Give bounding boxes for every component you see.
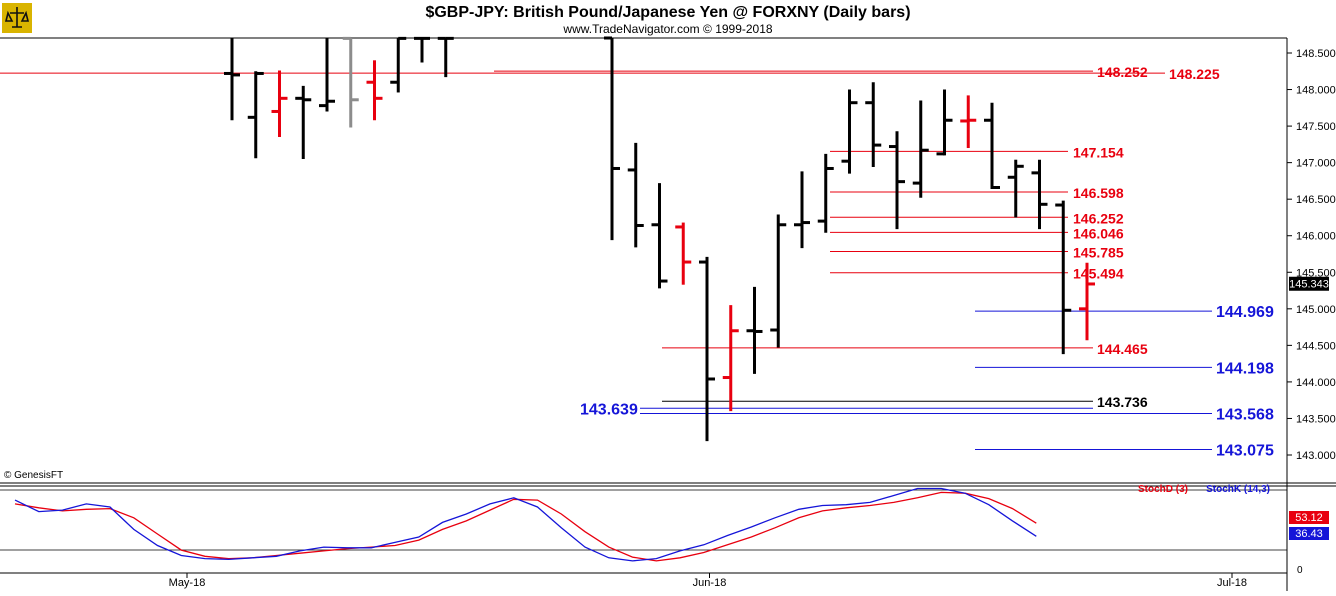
price-bars bbox=[224, 36, 1095, 442]
price-bar bbox=[722, 305, 739, 412]
price-tick-label: 146.500 bbox=[1296, 194, 1336, 206]
price-bar bbox=[699, 256, 715, 442]
copyright-label: © GenesisFT bbox=[4, 470, 63, 481]
price-bar bbox=[936, 89, 953, 156]
price-bar bbox=[746, 286, 763, 374]
level-label: 143.639 bbox=[580, 401, 638, 418]
price-bar bbox=[414, 36, 430, 63]
level-lines: 148.252 148.225 147.154 146.598 146.252146.0… bbox=[0, 64, 1274, 460]
price-bar bbox=[817, 153, 834, 233]
price-bar bbox=[651, 183, 668, 289]
price-tick-label: 147.500 bbox=[1296, 121, 1336, 133]
price-bar bbox=[889, 131, 905, 230]
stochk-last-value: 36.43 bbox=[1295, 528, 1323, 540]
price-bar bbox=[1055, 200, 1072, 355]
price-axis: 143.000 143.500 144.000 144.500 145.000 145.5… bbox=[1287, 48, 1336, 462]
level-label: 143.075 bbox=[1216, 443, 1274, 460]
price-bar bbox=[627, 142, 644, 248]
level-label: 147.154 bbox=[1073, 144, 1124, 160]
level-label: 143.736 bbox=[1097, 394, 1148, 410]
price-bar bbox=[984, 102, 1000, 189]
price-bar bbox=[271, 70, 288, 138]
price-tick-label: 144.500 bbox=[1296, 340, 1336, 352]
stochk-value-marker: 36.43 bbox=[1289, 527, 1329, 540]
price-tick-label: 143.000 bbox=[1296, 450, 1336, 462]
date-tick-label: Jun-18 bbox=[693, 577, 727, 589]
level-label: 145.494 bbox=[1073, 266, 1124, 282]
stochastic-panel bbox=[14, 487, 1037, 562]
price-tick-label: 148.500 bbox=[1296, 48, 1336, 60]
price-bar bbox=[604, 36, 620, 241]
price-bar bbox=[865, 82, 882, 168]
price-tick-label: 148.000 bbox=[1296, 85, 1336, 97]
legend-stochk: StochK (14,3) bbox=[1206, 484, 1270, 495]
level-label: 144.198 bbox=[1216, 360, 1274, 377]
price-bar bbox=[319, 38, 335, 112]
price-bar bbox=[437, 36, 454, 78]
stoch-series-line bbox=[14, 487, 1037, 562]
price-tick-label: 145.500 bbox=[1296, 267, 1336, 279]
level-label: 146.598 bbox=[1073, 185, 1124, 201]
price-bar bbox=[794, 171, 810, 249]
stochd-value-marker: 53.12 bbox=[1289, 511, 1329, 524]
last-price-label: 145.343 bbox=[1289, 279, 1329, 291]
price-tick-label: 147.000 bbox=[1296, 158, 1336, 170]
price-bar bbox=[1031, 159, 1048, 230]
date-tick-label: Jul-18 bbox=[1217, 577, 1247, 589]
trade-navigator-logo-icon bbox=[2, 3, 32, 33]
level-label: 145.785 bbox=[1073, 244, 1124, 260]
stoch-tick-zero: 0 bbox=[1297, 565, 1303, 576]
level-label: 146.046 bbox=[1073, 225, 1124, 241]
price-bar bbox=[295, 85, 312, 159]
legend-stochd: StochD (3) bbox=[1138, 484, 1188, 495]
level-label: 146.252 bbox=[1073, 210, 1124, 226]
price-bar bbox=[390, 36, 407, 93]
price-bar bbox=[960, 95, 977, 149]
level-label: 148.252 bbox=[1097, 64, 1148, 80]
price-bar bbox=[841, 89, 858, 174]
price-tick-label: 145.000 bbox=[1296, 304, 1336, 316]
level-label: 144.465 bbox=[1097, 341, 1148, 357]
date-tick-label: May-18 bbox=[169, 577, 206, 589]
price-bar bbox=[770, 214, 787, 348]
level-label: 148.225 bbox=[1169, 66, 1220, 82]
price-bar bbox=[247, 71, 264, 159]
price-bar bbox=[675, 222, 692, 285]
price-tick-label: 143.500 bbox=[1296, 413, 1336, 425]
price-bar bbox=[1007, 159, 1024, 218]
chart-subtitle: www.TradeNavigator.com © 1999-2018 bbox=[562, 22, 772, 36]
last-price-marker: 145.343 bbox=[1289, 276, 1329, 291]
price-tick-label: 146.000 bbox=[1296, 231, 1336, 243]
chart-title: $GBP-JPY: British Pound/Japanese Yen @ F… bbox=[425, 4, 910, 21]
level-label: 144.969 bbox=[1216, 304, 1274, 321]
price-bar bbox=[1079, 262, 1095, 341]
stochd-last-value: 53.12 bbox=[1295, 512, 1323, 524]
stoch-series-line bbox=[14, 491, 1037, 562]
price-bar bbox=[342, 36, 359, 128]
date-axis: May-18 Jun-18 Jul-18 bbox=[169, 573, 1247, 589]
price-bar bbox=[366, 60, 383, 121]
price-bar bbox=[912, 100, 929, 198]
price-bar bbox=[224, 38, 240, 121]
level-label: 143.568 bbox=[1216, 406, 1274, 423]
price-tick-label: 144.000 bbox=[1296, 377, 1336, 389]
